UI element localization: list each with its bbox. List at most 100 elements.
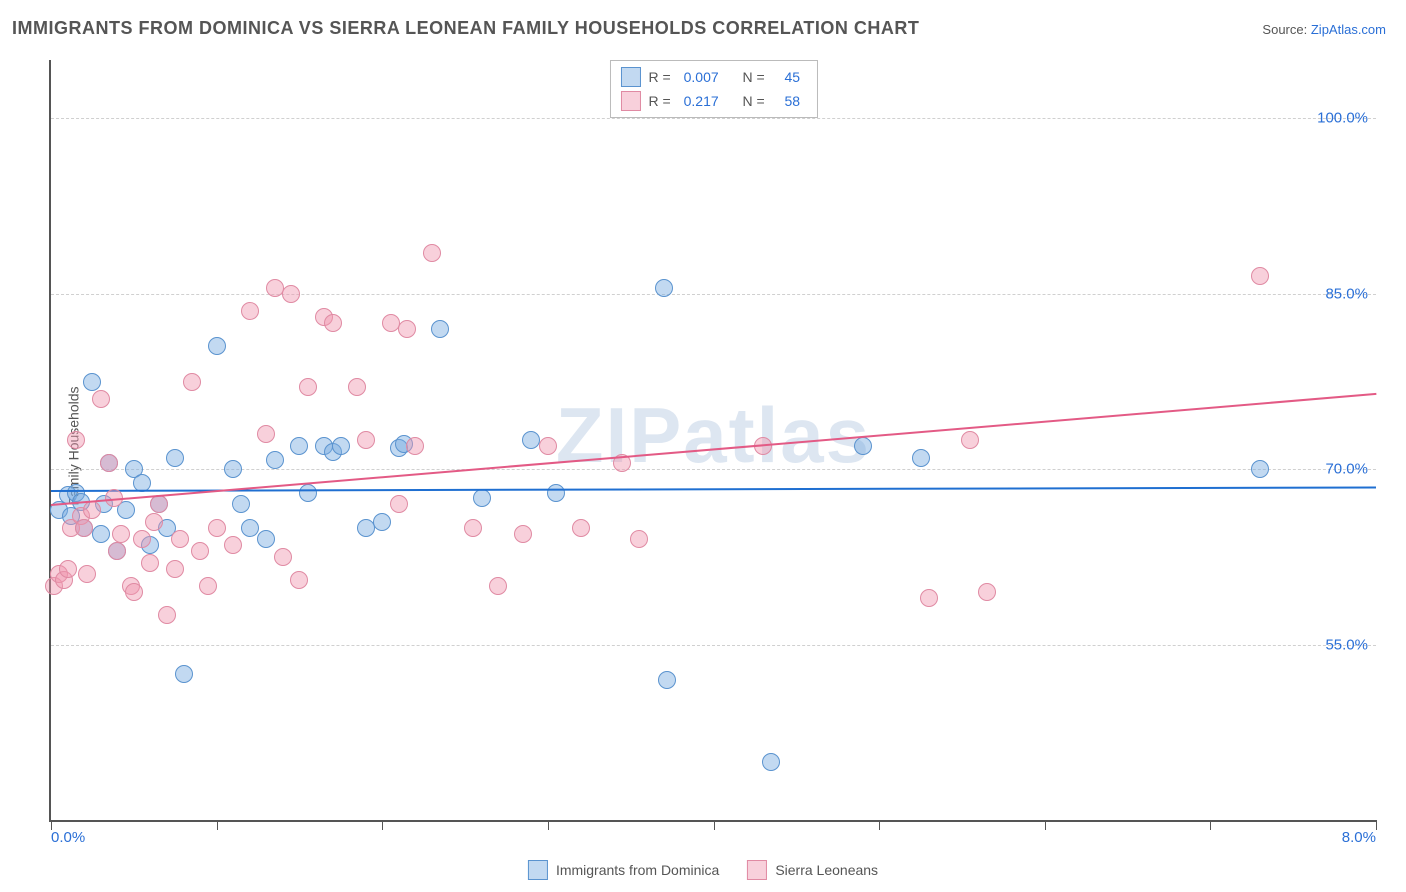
data-point: [390, 495, 408, 513]
legend-item: Immigrants from Dominica: [528, 860, 719, 880]
data-point: [630, 530, 648, 548]
data-point: [59, 560, 77, 578]
data-point: [224, 536, 242, 554]
data-point: [191, 542, 209, 560]
data-point: [514, 525, 532, 543]
data-point: [257, 425, 275, 443]
legend-item: Sierra Leoneans: [747, 860, 878, 880]
data-point: [1251, 267, 1269, 285]
x-tick: [382, 820, 383, 830]
data-point: [241, 519, 259, 537]
data-point: [75, 519, 93, 537]
data-point: [282, 285, 300, 303]
data-point: [299, 378, 317, 396]
y-tick-label: 85.0%: [1325, 285, 1368, 302]
swatch-icon: [620, 67, 640, 87]
swatch-icon: [528, 860, 548, 880]
data-point: [290, 437, 308, 455]
data-point: [67, 431, 85, 449]
n-label: N =: [742, 93, 764, 109]
x-tick: [879, 820, 880, 830]
gridline: [51, 118, 1376, 119]
x-tick: [217, 820, 218, 830]
data-point: [382, 314, 400, 332]
plot-area: ZIPatlas R =0.007 N = 45R =0.217 N = 58 …: [49, 60, 1376, 822]
data-point: [133, 530, 151, 548]
x-tick: [714, 820, 715, 830]
chart-container: IMMIGRANTS FROM DOMINICA VS SIERRA LEONE…: [0, 0, 1406, 892]
data-point: [150, 495, 168, 513]
data-point: [522, 431, 540, 449]
data-point: [266, 451, 284, 469]
source-link[interactable]: ZipAtlas.com: [1311, 22, 1386, 37]
r-label: R =: [648, 69, 670, 85]
x-end-label: 8.0%: [1342, 829, 1376, 846]
x-tick: [1210, 820, 1211, 830]
data-point: [547, 484, 565, 502]
data-point: [431, 320, 449, 338]
gridline: [51, 469, 1376, 470]
x-tick: [548, 820, 549, 830]
data-point: [912, 449, 930, 467]
data-point: [423, 244, 441, 262]
data-point: [224, 460, 242, 478]
gridline: [51, 294, 1376, 295]
data-point: [166, 449, 184, 467]
data-point: [166, 560, 184, 578]
legend: Immigrants from Dominica Sierra Leoneans: [528, 860, 878, 880]
data-point: [208, 337, 226, 355]
r-value: 0.007: [679, 69, 719, 85]
stats-row: R =0.007 N = 45: [620, 65, 806, 89]
swatch-icon: [620, 91, 640, 111]
data-point: [332, 437, 350, 455]
watermark: ZIPatlas: [556, 390, 871, 481]
data-point: [373, 513, 391, 531]
data-point: [100, 454, 118, 472]
data-point: [854, 437, 872, 455]
data-point: [1251, 460, 1269, 478]
data-point: [658, 671, 676, 689]
legend-label: Immigrants from Dominica: [556, 862, 719, 878]
data-point: [78, 565, 96, 583]
data-point: [125, 583, 143, 601]
stats-box: R =0.007 N = 45R =0.217 N = 58: [609, 60, 817, 118]
data-point: [108, 542, 126, 560]
data-point: [141, 554, 159, 572]
data-point: [266, 279, 284, 297]
n-label: N =: [742, 69, 764, 85]
data-point: [406, 437, 424, 455]
r-label: R =: [648, 93, 670, 109]
data-point: [572, 519, 590, 537]
legend-label: Sierra Leoneans: [775, 862, 878, 878]
data-point: [290, 571, 308, 589]
chart-title: IMMIGRANTS FROM DOMINICA VS SIERRA LEONE…: [12, 18, 919, 39]
data-point: [171, 530, 189, 548]
y-tick-label: 70.0%: [1325, 461, 1368, 478]
data-point: [175, 665, 193, 683]
swatch-icon: [747, 860, 767, 880]
data-point: [208, 519, 226, 537]
data-point: [257, 530, 275, 548]
data-point: [274, 548, 292, 566]
data-point: [299, 484, 317, 502]
y-tick-label: 55.0%: [1325, 636, 1368, 653]
gridline: [51, 645, 1376, 646]
x-end-label: 0.0%: [51, 829, 85, 846]
r-value: 0.217: [679, 93, 719, 109]
data-point: [978, 583, 996, 601]
data-point: [920, 589, 938, 607]
data-point: [232, 495, 250, 513]
data-point: [655, 279, 673, 297]
data-point: [241, 302, 259, 320]
data-point: [112, 525, 130, 543]
data-point: [357, 431, 375, 449]
data-point: [539, 437, 557, 455]
data-point: [464, 519, 482, 537]
data-point: [199, 577, 217, 595]
source-label: Source:: [1262, 22, 1307, 37]
data-point: [158, 606, 176, 624]
data-point: [145, 513, 163, 531]
y-tick-label: 100.0%: [1317, 110, 1368, 127]
data-point: [762, 753, 780, 771]
data-point: [83, 501, 101, 519]
